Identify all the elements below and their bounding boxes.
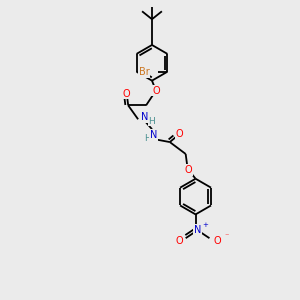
Text: O: O <box>152 85 160 96</box>
Text: Br: Br <box>139 67 150 77</box>
Text: O: O <box>214 236 221 246</box>
Text: O: O <box>185 165 193 175</box>
Text: O: O <box>176 129 184 139</box>
Text: O: O <box>122 88 130 98</box>
Text: O: O <box>176 236 184 246</box>
Text: ⁻: ⁻ <box>224 231 229 240</box>
Text: +: + <box>202 222 208 228</box>
Text: H: H <box>144 134 150 142</box>
Text: N: N <box>141 112 149 122</box>
Text: H: H <box>148 117 155 126</box>
Text: N: N <box>150 130 158 140</box>
Text: N: N <box>194 225 201 235</box>
